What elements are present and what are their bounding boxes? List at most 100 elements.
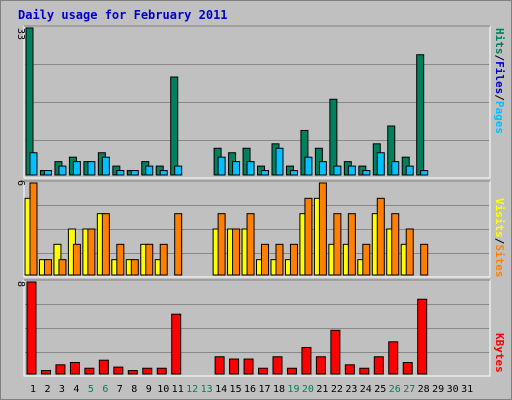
visits-ymax-label: 6 bbox=[15, 180, 26, 186]
visits-bar-day-14 bbox=[217, 213, 226, 276]
chart-title: Daily usage for February 2011 bbox=[18, 8, 228, 22]
files-bar-day-2 bbox=[43, 170, 52, 176]
files-bar-day-8 bbox=[130, 170, 139, 176]
visits-bar-day-8 bbox=[130, 259, 139, 276]
legend-sites-label: Sites bbox=[493, 244, 506, 277]
kbytes-bar-day-27 bbox=[402, 362, 413, 375]
kbytes-bar-day-6 bbox=[98, 359, 109, 375]
kbytes-bar-day-14 bbox=[214, 356, 225, 375]
x-label-day-24: 24 bbox=[360, 384, 372, 395]
files-bar-day-19 bbox=[289, 170, 298, 176]
x-label-day-17: 17 bbox=[258, 384, 270, 395]
visits-bar-day-11 bbox=[174, 213, 183, 276]
files-bar-day-5 bbox=[87, 161, 96, 176]
files-bar-day-25 bbox=[376, 152, 385, 176]
files-bar-day-11 bbox=[174, 165, 183, 176]
kbytes-bar-day-24 bbox=[359, 367, 370, 375]
legend-pages: Pages bbox=[493, 101, 506, 134]
kbytes-bar-day-3 bbox=[55, 364, 66, 375]
visits-bar-day-21 bbox=[318, 182, 327, 276]
x-label-day-15: 15 bbox=[230, 384, 242, 395]
legend-visits: Visits/Sites bbox=[493, 198, 506, 278]
legend-visits-label: Visits bbox=[493, 198, 506, 238]
legend-sep-3: / bbox=[493, 238, 506, 245]
files-bar-day-14 bbox=[217, 156, 226, 176]
visits-bar-day-27 bbox=[405, 228, 414, 276]
files-bar-day-21 bbox=[318, 161, 327, 176]
legend-hits: Hits bbox=[493, 28, 506, 55]
files-bar-day-17 bbox=[261, 170, 270, 176]
x-axis-labels: 1 2 3 4 5 6 7 8 9 10 11 12 13 14 15 16 17 18 19 20 21 22 23 24 2… bbox=[30, 384, 473, 395]
visits-bar-day-5 bbox=[87, 228, 96, 276]
visits-bar-day-6 bbox=[101, 213, 110, 276]
kbytes-bar-day-20 bbox=[301, 347, 312, 375]
visits-bar-day-18 bbox=[275, 243, 284, 276]
kbytes-bar-day-2 bbox=[40, 370, 51, 375]
files-bar-day-20 bbox=[304, 156, 313, 176]
files-bar-day-18 bbox=[275, 147, 284, 176]
kbytes-bar-day-10 bbox=[156, 367, 167, 375]
files-bar-day-10 bbox=[159, 170, 168, 176]
visits-bar-day-9 bbox=[145, 243, 154, 276]
x-label-day-7: 7 bbox=[117, 384, 123, 395]
files-bar-day-26 bbox=[391, 161, 400, 176]
kbytes-bar-day-1 bbox=[26, 281, 37, 375]
legend-files: Files bbox=[493, 61, 506, 94]
files-bar-day-1 bbox=[29, 152, 38, 176]
files-bar-day-23 bbox=[347, 165, 356, 176]
kbytes-bar-day-11 bbox=[171, 313, 182, 375]
kbytes-bar-day-7 bbox=[113, 366, 124, 375]
x-label-day-12: 12 bbox=[186, 384, 198, 395]
x-label-day-20: 20 bbox=[302, 384, 314, 395]
kbytes-bar-day-18 bbox=[272, 356, 283, 375]
panel-frames bbox=[23, 25, 491, 377]
hits-bar-day-28 bbox=[416, 54, 425, 176]
kbytes-bar-day-17 bbox=[258, 367, 269, 375]
visits-bar-day-24 bbox=[362, 243, 371, 276]
x-label-day-3: 3 bbox=[59, 384, 65, 395]
visits-bar-day-3 bbox=[58, 259, 67, 276]
kbytes-bar-day-28 bbox=[417, 298, 428, 375]
kbytes-bar-day-4 bbox=[69, 362, 80, 375]
hits-bar-day-11 bbox=[170, 76, 179, 176]
kbytes-bar-day-8 bbox=[127, 370, 138, 375]
x-label-day-13: 13 bbox=[201, 384, 213, 395]
x-label-day-31: 31 bbox=[461, 384, 473, 395]
legend-sep-1: / bbox=[493, 55, 506, 62]
x-label-day-25: 25 bbox=[374, 384, 386, 395]
kbytes-ymax-label: 8 bbox=[15, 281, 26, 287]
x-label-day-6: 6 bbox=[102, 384, 108, 395]
files-bar-day-16 bbox=[246, 161, 255, 176]
visits-bar-day-15 bbox=[232, 228, 241, 276]
x-label-day-2: 2 bbox=[44, 384, 50, 395]
visits-bar-day-28 bbox=[420, 243, 429, 276]
x-label-day-8: 8 bbox=[131, 384, 137, 395]
visits-bar-day-17 bbox=[261, 243, 270, 276]
visits-bar-day-22 bbox=[333, 213, 342, 276]
kbytes-bar-day-25 bbox=[373, 356, 384, 375]
kbytes-bar-day-19 bbox=[286, 367, 297, 375]
visits-bar-day-20 bbox=[304, 197, 313, 276]
x-label-day-16: 16 bbox=[244, 384, 256, 395]
x-label-day-18: 18 bbox=[273, 384, 285, 395]
x-label-day-19: 19 bbox=[287, 384, 299, 395]
visits-bar-day-1 bbox=[29, 182, 38, 276]
usage-ymax-label: 33 bbox=[15, 28, 26, 40]
visits-bar-day-26 bbox=[391, 213, 400, 276]
kbytes-bar-day-22 bbox=[330, 329, 341, 375]
legend-usage: Hits/Files/Pages bbox=[493, 28, 506, 134]
visits-bar-day-4 bbox=[72, 243, 81, 276]
svg-text:Visits/Sites: Visits/Sites bbox=[493, 198, 506, 278]
x-label-day-28: 28 bbox=[418, 384, 430, 395]
files-bar-day-9 bbox=[145, 165, 154, 176]
legend-kbytes: KBytes bbox=[493, 333, 506, 373]
x-label-day-1: 1 bbox=[30, 384, 36, 395]
kbytes-bar-day-26 bbox=[388, 341, 399, 375]
files-bar-day-24 bbox=[362, 170, 371, 176]
legend-sep-2: / bbox=[493, 94, 506, 101]
x-label-day-5: 5 bbox=[88, 384, 94, 395]
files-bar-day-4 bbox=[72, 161, 81, 176]
hits-bar-day-22 bbox=[329, 98, 338, 176]
